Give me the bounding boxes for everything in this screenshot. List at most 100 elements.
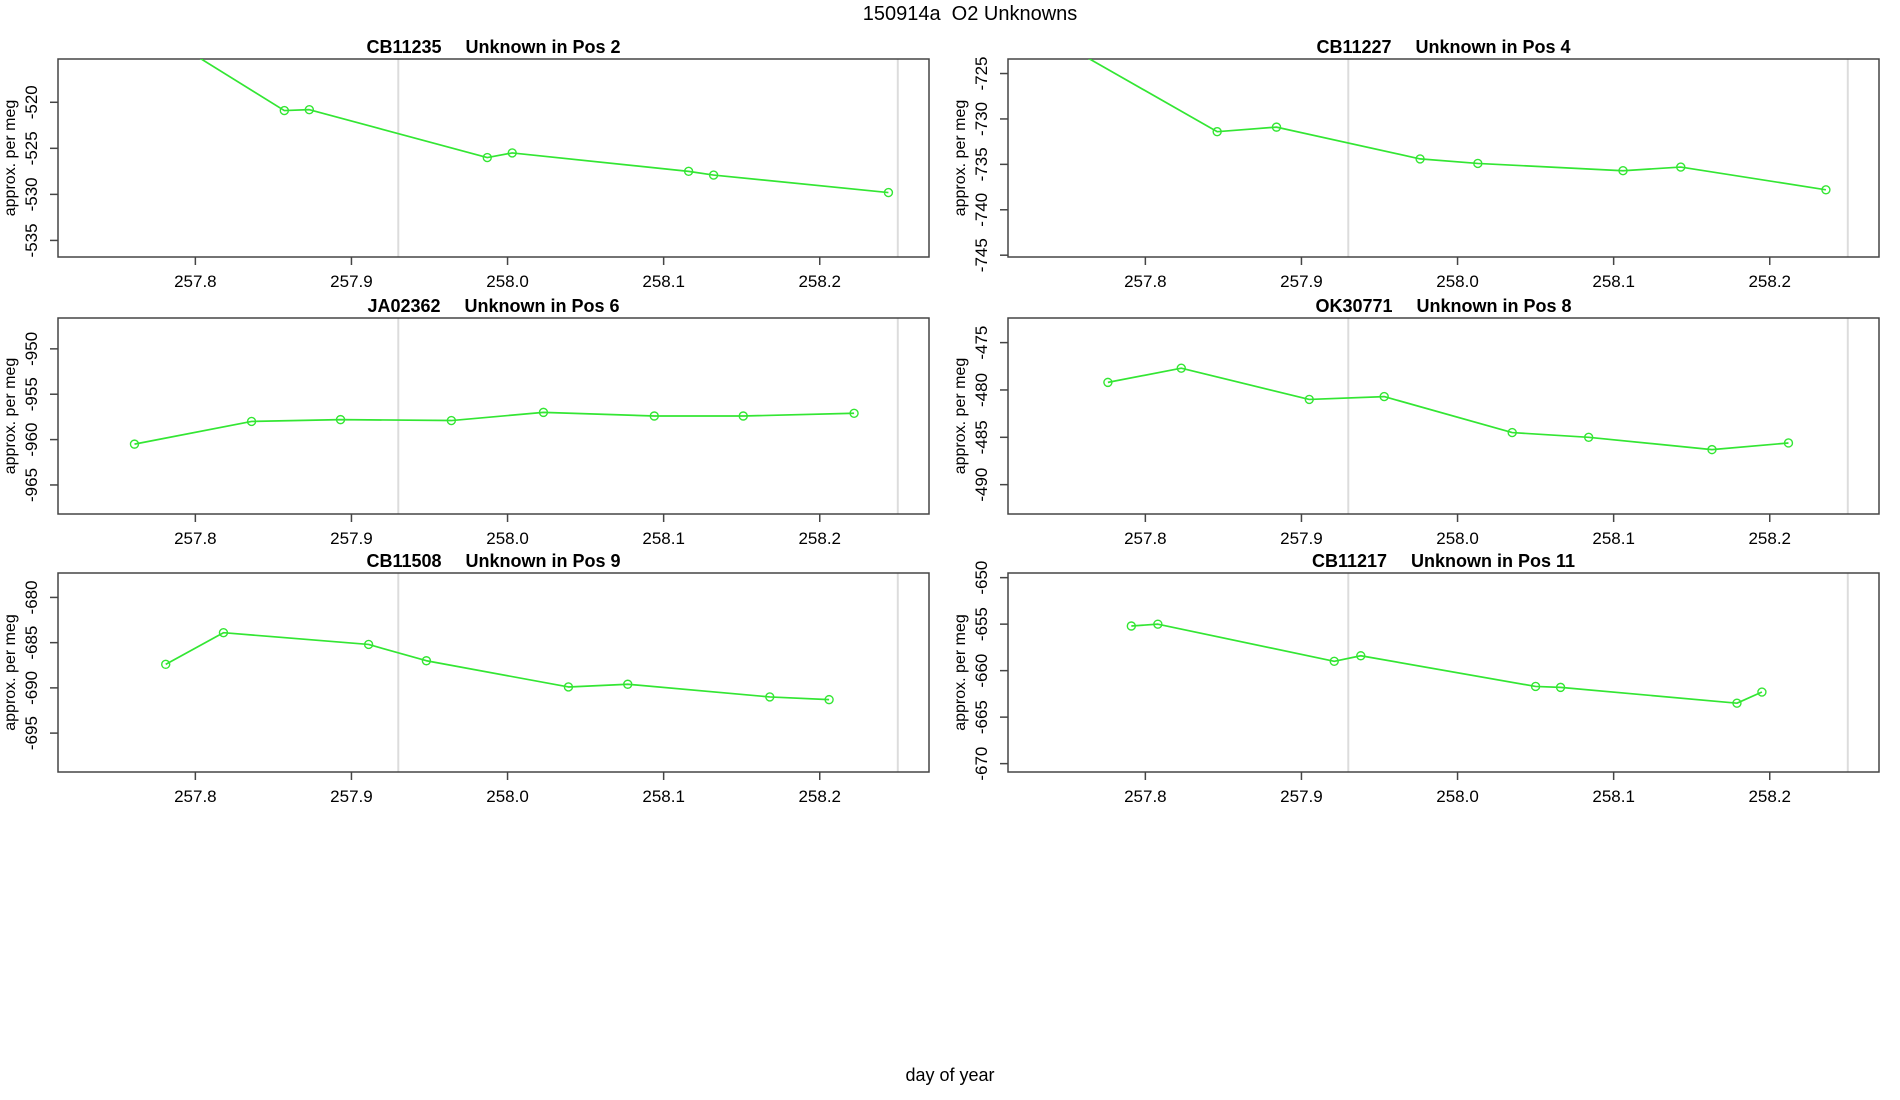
data-point-marker	[304, 104, 315, 115]
x-tick-label: 258.2	[798, 529, 841, 548]
x-tick-label: 257.9	[330, 529, 373, 548]
plot-frame	[57, 58, 930, 258]
plot-title-text: Unknown in Pos 6	[465, 296, 620, 316]
y-tick-label: -955	[22, 377, 41, 411]
data-series	[160, 32, 894, 198]
plot-CB11217: 257.8 257.9 258.0 258.1 258.2 -650 -655 -660 -66…	[952, 551, 1880, 806]
data-point-marker	[1063, 42, 1071, 50]
data-point-marker	[279, 105, 290, 116]
data-point-marker	[1821, 185, 1831, 195]
data-point-marker	[1176, 363, 1186, 373]
y-axis-title: approx. per meg	[2, 614, 19, 731]
x-tick-label: 258.2	[798, 272, 841, 291]
data-point-marker	[538, 407, 549, 418]
data-point-marker	[160, 32, 168, 40]
data-point-marker	[765, 692, 775, 702]
x-tick-label: 258.2	[1748, 787, 1791, 806]
y-tick-label: -655	[972, 607, 991, 641]
data-point-marker	[849, 408, 859, 418]
data-point-marker	[246, 416, 257, 427]
x-tick-label: 257.9	[1280, 787, 1323, 806]
y-tick-label: -525	[22, 131, 41, 165]
data-point-marker	[1473, 158, 1483, 169]
data-point-marker	[161, 659, 171, 670]
data-point-marker	[507, 148, 517, 158]
data-line	[1087, 59, 1827, 191]
plot-CB11227: 257.8 257.9 258.0 258.1 258.2 -725 -730 -735 -74…	[952, 37, 1880, 291]
plot-title-sample: OK30771	[1315, 296, 1392, 316]
data-point-marker	[1153, 619, 1163, 629]
y-tick-label: -745	[972, 238, 991, 272]
plot-title: CB11235 Unknown in Pos 2	[366, 37, 620, 57]
data-line	[134, 411, 855, 445]
x-tick-label: 257.9	[330, 787, 373, 806]
x-tick-label: 258.1	[1592, 272, 1635, 291]
data-point-marker	[1329, 656, 1339, 667]
plot-frame	[1007, 317, 1880, 515]
data-point-marker	[421, 656, 432, 666]
x-tick-label: 258.0	[486, 787, 529, 806]
y-tick-label: -650	[972, 561, 991, 595]
x-tick-label: 257.9	[1280, 272, 1323, 291]
plot-title-text: Unknown in Pos 4	[1416, 37, 1571, 57]
data-point-marker	[1356, 651, 1366, 661]
y-tick-label: -520	[22, 85, 41, 119]
y-tick-label: -665	[972, 700, 991, 734]
data-series	[129, 407, 859, 449]
y-axis-title: approx. per meg	[952, 614, 969, 731]
plot-OK30771: 257.8 257.9 258.0 258.1 258.2 -475 -480 -485 -49…	[952, 296, 1880, 548]
x-tick-label: 257.8	[174, 529, 217, 548]
x-tick-label: 257.9	[1280, 529, 1323, 548]
y-tick-label: -740	[972, 193, 991, 227]
y-axis-title: approx. per meg	[2, 358, 19, 475]
x-tick-label: 258.1	[1592, 787, 1635, 806]
data-point-marker	[1707, 444, 1717, 455]
plot-CB11235: 257.8 257.9 258.0 258.1 258.2 -520 -525 -530 -53…	[2, 32, 930, 291]
data-point-marker	[335, 414, 346, 425]
x-tick-label: 257.8	[174, 787, 217, 806]
data-point-marker	[1583, 432, 1594, 443]
data-point-marker	[649, 411, 659, 421]
plot-title: JA02362 Unknown in Pos 6	[367, 296, 619, 316]
x-tick-label: 258.1	[642, 529, 685, 548]
x-tick-label: 258.0	[1436, 787, 1479, 806]
y-tick-label: -725	[972, 57, 991, 91]
plot-frame	[1007, 58, 1880, 258]
x-tick-label: 258.2	[1748, 529, 1791, 548]
y-tick-label: -960	[22, 423, 41, 457]
plot-frame	[57, 572, 930, 773]
data-point-marker	[1618, 166, 1628, 176]
x-tick-label: 257.8	[1124, 787, 1167, 806]
x-tick-label: 258.0	[1436, 529, 1479, 548]
data-point-marker	[683, 166, 694, 177]
data-point-marker	[482, 152, 492, 163]
plot-title-sample: CB11217	[1312, 551, 1387, 571]
data-series	[1063, 42, 1831, 195]
data-point-marker	[1103, 377, 1113, 388]
data-point-marker	[623, 679, 633, 689]
data-line	[1107, 367, 1789, 451]
y-tick-label: -660	[972, 654, 991, 688]
y-tick-label: -530	[22, 177, 41, 211]
data-point-marker	[129, 439, 140, 449]
data-point-marker	[1379, 391, 1389, 402]
data-point-marker	[1507, 427, 1517, 438]
data-point-marker	[563, 682, 574, 692]
x-tick-label: 258.0	[486, 529, 529, 548]
data-point-marker	[708, 170, 719, 180]
plot-title: CB11217 Unknown in Pos 11	[1312, 551, 1575, 571]
figure-title: 150914a O2 Unknowns	[862, 3, 1078, 25]
plot-frame	[1007, 572, 1880, 773]
data-point-marker	[1757, 687, 1767, 697]
plot-title-sample: CB11235	[366, 37, 441, 57]
y-tick-label: -485	[972, 420, 991, 454]
data-point-marker	[1271, 122, 1282, 132]
y-tick-label: -680	[22, 580, 41, 614]
x-tick-label: 258.1	[1592, 529, 1635, 548]
data-line	[1131, 623, 1763, 705]
data-point-marker	[1676, 162, 1686, 172]
plot-title-text: Unknown in Pos 9	[466, 551, 621, 571]
y-tick-label: -735	[972, 147, 991, 181]
data-point-marker	[218, 628, 229, 638]
plot-title: CB11227 Unknown in Pos 4	[1316, 37, 1570, 57]
